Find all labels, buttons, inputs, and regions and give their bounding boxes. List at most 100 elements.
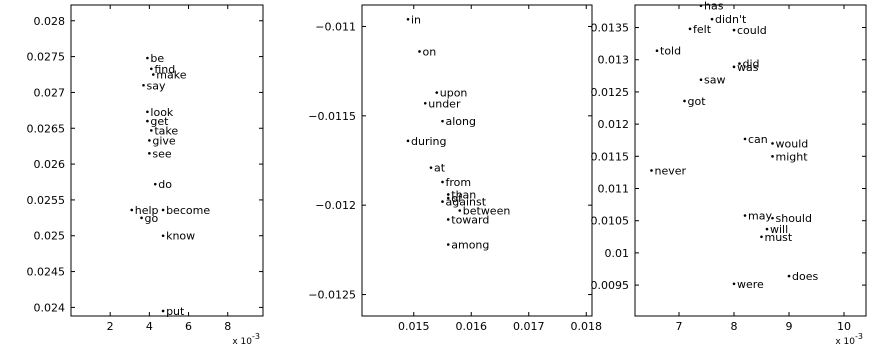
data-point-than [446, 193, 450, 196]
point-label-during: during [411, 135, 447, 148]
y-tick-label: 0.01 [605, 247, 630, 260]
data-point-make [151, 73, 155, 76]
data-point-did [738, 62, 741, 65]
point-label-will: will [770, 223, 788, 236]
point-label-put: put [166, 305, 185, 318]
data-point-from [441, 180, 444, 184]
point-label-help: help [135, 204, 159, 217]
point-label-could: could [737, 24, 767, 37]
x-tick-label: 6 [185, 320, 192, 333]
data-point-under [423, 102, 427, 105]
point-label-did: did [743, 58, 760, 71]
x-tick-label: 0.017 [513, 320, 545, 333]
point-label-from: from [446, 176, 472, 189]
x-tick-label: 2 [107, 320, 114, 333]
x-axis-multiplier: x 10-3 [232, 332, 260, 347]
point-label-take: take [154, 124, 178, 137]
point-label-would: would [776, 137, 809, 150]
x-tick-label: 0.016 [456, 320, 488, 333]
x-tick-label: 8 [224, 320, 231, 333]
data-point-toward [446, 218, 450, 221]
y-tick-label: 0.0125 [591, 86, 630, 99]
plot-frame [634, 4, 867, 317]
data-point-help [130, 208, 134, 212]
scatter-panel-1: 2 4 6 8 0.024 0.0245 0.025 0.0255 0.026 0.0265 0.0… [27, 4, 264, 347]
data-point-felt [688, 27, 692, 31]
y-tick-label: 0.0265 [27, 122, 66, 135]
point-label-under: under [428, 97, 461, 110]
point-label-along: along [446, 115, 476, 128]
data-point-become [161, 208, 165, 212]
point-label-has: has [704, 0, 724, 13]
data-point-be [146, 56, 149, 60]
y-tick-label: −0.0125 [308, 289, 356, 302]
point-label-get: get [150, 115, 169, 128]
data-point-must [760, 235, 763, 239]
y-tick-label: 0.012 [598, 118, 630, 131]
scatter-panel-3: 7 8 9 10 0.0095 0.01 0.0105 0.011 0.0115 0.012 0.0… [591, 0, 867, 347]
data-point-say [142, 83, 145, 87]
data-point-was [732, 65, 736, 69]
point-label-upon: upon [440, 87, 468, 100]
data-point-could [732, 28, 736, 32]
data-point-were [732, 282, 736, 286]
x-tick-label: 7 [676, 320, 683, 333]
point-label-become: become [166, 204, 210, 217]
scatter-panel-2: 0.015 0.016 0.017 0.018 −0.011 −0.0115 −0.012 −… [308, 4, 603, 333]
point-label-was: was [737, 61, 759, 74]
plot-frame [70, 4, 264, 317]
point-label-say: say [146, 79, 165, 92]
y-tick-label: 0.011 [598, 183, 630, 196]
data-point-take [150, 129, 153, 132]
x-tick-label: 10 [837, 320, 851, 333]
data-point-find [150, 67, 153, 71]
data-point-saw [699, 78, 703, 81]
y-tick-label: 0.024 [34, 301, 66, 314]
point-label-were: were [737, 278, 764, 291]
data-point-among [446, 243, 450, 246]
point-label-be: be [150, 52, 164, 65]
point-label-does: does [792, 270, 818, 283]
y-tick-label: −0.0115 [308, 110, 356, 123]
point-label-against: against [446, 196, 487, 209]
data-point-would [771, 142, 774, 145]
point-label-do: do [158, 178, 172, 191]
point-label-look: look [150, 106, 174, 119]
point-label-told: told [660, 45, 681, 58]
x-tick-label: 8 [731, 320, 738, 333]
point-label-must: must [765, 231, 793, 244]
data-point-of [446, 196, 450, 200]
point-label-can: can [748, 133, 768, 146]
data-point-against [441, 200, 444, 203]
data-point-do [153, 182, 157, 186]
point-label-should: should [776, 212, 812, 225]
point-label-than: than [451, 188, 476, 201]
point-label-on: on [423, 45, 437, 58]
data-point-put [161, 309, 165, 313]
x-tick-label: 9 [786, 320, 793, 333]
y-tick-label: 0.0105 [591, 215, 630, 228]
data-point-in [406, 17, 410, 21]
x-tick-label: 0.015 [398, 320, 430, 333]
y-tick-label: 0.0135 [591, 22, 630, 35]
y-tick-label: 0.0245 [27, 266, 66, 279]
point-label-among: among [451, 239, 489, 252]
data-point-got [683, 99, 686, 103]
point-label-saw: saw [704, 74, 725, 87]
x-tick-label: 4 [146, 320, 153, 333]
point-label-go: go [145, 212, 159, 225]
point-label-between: between [463, 205, 511, 218]
y-tick-label: 0.0095 [591, 279, 630, 292]
y-tick-label: −0.011 [315, 20, 356, 33]
data-point-between [458, 209, 462, 212]
data-point-at [429, 166, 433, 169]
y-tick-label: 0.028 [34, 15, 66, 28]
data-point-didnt [710, 17, 714, 21]
x-tick-label: 0.018 [571, 320, 603, 333]
point-label-give: give [152, 134, 176, 147]
data-point-look [146, 110, 149, 114]
y-tick-label: 0.0255 [27, 194, 66, 207]
data-point-never [650, 169, 653, 172]
point-label-never: never [655, 164, 687, 177]
